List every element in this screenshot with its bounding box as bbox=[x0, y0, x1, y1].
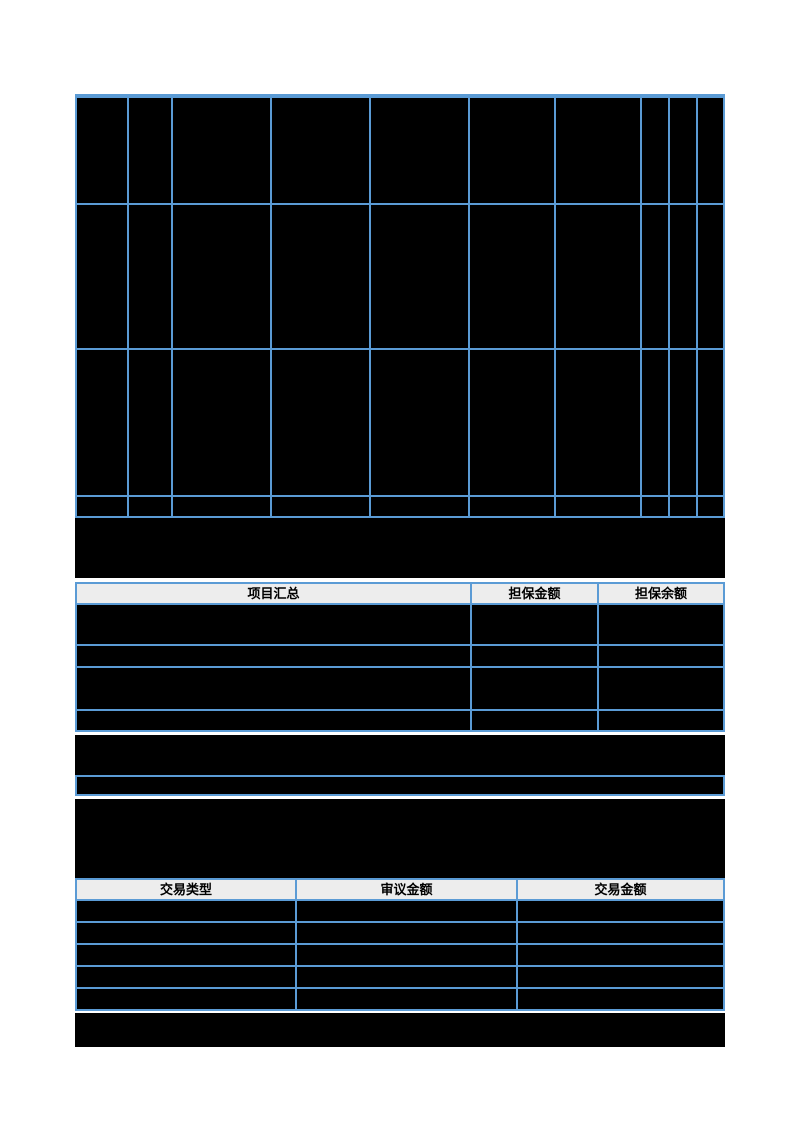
detail-cell bbox=[470, 98, 554, 203]
detail-cell bbox=[371, 205, 468, 348]
transaction-cell bbox=[77, 989, 295, 1009]
detail-cell bbox=[77, 350, 127, 495]
guarantee-summary-table: 项目汇总 担保金额 担保余额 bbox=[75, 582, 725, 732]
detail-cell bbox=[77, 205, 127, 348]
summary-cell bbox=[472, 646, 597, 666]
detail-cell bbox=[670, 98, 696, 203]
transaction-cell bbox=[297, 945, 516, 965]
detail-cell bbox=[556, 98, 640, 203]
detail-cell bbox=[470, 497, 554, 516]
summary-cell bbox=[77, 646, 470, 666]
summary-cell bbox=[472, 711, 597, 730]
detail-cell bbox=[670, 205, 696, 348]
detail-cell bbox=[642, 350, 668, 495]
transaction-cell bbox=[518, 989, 723, 1009]
detail-cell bbox=[470, 205, 554, 348]
paragraph-block bbox=[75, 1013, 725, 1047]
detail-cell bbox=[272, 205, 369, 348]
summary-cell bbox=[472, 605, 597, 644]
header-review-amount: 审议金额 bbox=[297, 880, 516, 899]
summary-cell bbox=[599, 711, 723, 730]
detail-cell bbox=[371, 497, 468, 516]
transaction-cell bbox=[297, 989, 516, 1009]
transaction-cell bbox=[297, 923, 516, 943]
summary-cell bbox=[599, 646, 723, 666]
transaction-cell bbox=[518, 945, 723, 965]
header-guarantee-amount: 担保金额 bbox=[472, 584, 597, 603]
transaction-cell bbox=[77, 923, 295, 943]
summary-cell bbox=[77, 711, 470, 730]
paragraph-block bbox=[75, 518, 725, 578]
transaction-cell bbox=[518, 923, 723, 943]
detail-cell bbox=[272, 497, 369, 516]
detail-cell bbox=[470, 350, 554, 495]
detail-cell bbox=[556, 497, 640, 516]
transaction-cell bbox=[518, 967, 723, 987]
transaction-table: 交易类型 审议金额 交易金额 bbox=[75, 878, 725, 1011]
transaction-cell bbox=[77, 945, 295, 965]
transaction-cell bbox=[297, 901, 516, 921]
summary-cell bbox=[77, 605, 470, 644]
guarantee-detail-table bbox=[75, 94, 725, 518]
detail-cell bbox=[670, 497, 696, 516]
detail-cell bbox=[129, 98, 171, 203]
transaction-cell bbox=[77, 901, 295, 921]
detail-cell bbox=[129, 350, 171, 495]
detail-cell bbox=[371, 98, 468, 203]
detail-cell bbox=[77, 497, 127, 516]
detail-cell bbox=[77, 98, 127, 203]
summary-cell bbox=[472, 668, 597, 709]
detail-cell bbox=[698, 98, 723, 203]
header-transaction-amount: 交易金额 bbox=[518, 880, 723, 899]
paragraph-block bbox=[75, 735, 725, 775]
detail-cell bbox=[556, 205, 640, 348]
summary-cell bbox=[599, 668, 723, 709]
detail-cell bbox=[642, 497, 668, 516]
detail-cell bbox=[371, 350, 468, 495]
detail-cell bbox=[642, 98, 668, 203]
detail-cell bbox=[642, 205, 668, 348]
detail-cell bbox=[272, 350, 369, 495]
detail-cell bbox=[173, 350, 270, 495]
paragraph-block bbox=[75, 799, 725, 878]
detail-cell bbox=[698, 497, 723, 516]
summary-cell bbox=[77, 668, 470, 709]
header-project-summary: 项目汇总 bbox=[77, 584, 470, 603]
transaction-cell bbox=[77, 967, 295, 987]
detail-cell bbox=[173, 98, 270, 203]
single-row-table bbox=[75, 775, 725, 796]
detail-cell bbox=[670, 350, 696, 495]
detail-cell bbox=[173, 497, 270, 516]
detail-cell bbox=[698, 350, 723, 495]
detail-cell bbox=[129, 205, 171, 348]
header-guarantee-balance: 担保余额 bbox=[599, 584, 723, 603]
transaction-cell bbox=[518, 901, 723, 921]
detail-cell bbox=[556, 350, 640, 495]
summary-cell bbox=[599, 605, 723, 644]
detail-cell bbox=[272, 98, 369, 203]
transaction-cell bbox=[297, 967, 516, 987]
detail-cell bbox=[698, 205, 723, 348]
detail-cell bbox=[173, 205, 270, 348]
detail-cell bbox=[129, 497, 171, 516]
header-transaction-type: 交易类型 bbox=[77, 880, 295, 899]
